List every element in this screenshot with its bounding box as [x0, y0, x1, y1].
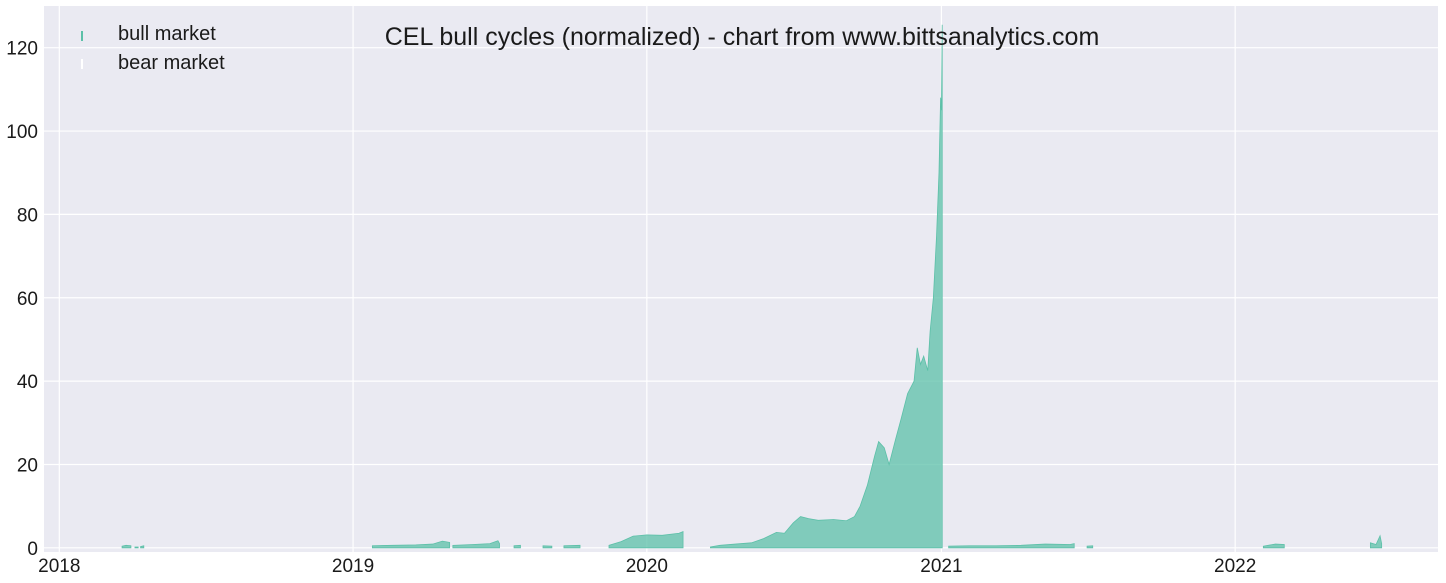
area-segment — [121, 544, 132, 549]
area-segment — [1086, 545, 1094, 549]
tick-labels: 0 20 40 60 80 100 120 2018 2019 2020 2021 2022 — [6, 39, 1256, 577]
y-tick-label: 20 — [17, 455, 38, 476]
area-segment — [710, 24, 943, 549]
y-tick-label: 120 — [6, 39, 38, 60]
x-tick-label: 2022 — [1214, 556, 1256, 577]
series-layer — [121, 24, 1383, 549]
area-segment — [542, 545, 553, 549]
area-segment — [563, 544, 581, 549]
area-segment — [608, 530, 684, 549]
y-tick-label: 40 — [17, 372, 38, 393]
y-tick-label: 80 — [17, 205, 38, 226]
area-segment — [134, 546, 139, 549]
area-segment — [371, 540, 451, 549]
x-tick-label: 2018 — [38, 556, 80, 577]
plot-area — [44, 6, 1438, 552]
area-segment — [948, 543, 1075, 549]
x-tick-label: 2021 — [920, 556, 962, 577]
y-tick-label: 0 — [27, 539, 38, 560]
area-segment — [513, 544, 521, 549]
area-segment — [1262, 543, 1285, 549]
y-tick-label: 100 — [6, 122, 38, 143]
chart-title: CEL bull cycles (normalized) - chart fro… — [385, 23, 1100, 51]
legend-label-bull: bull market — [118, 23, 216, 45]
area-segment — [140, 545, 145, 549]
y-tick-label: 60 — [17, 289, 38, 310]
legend: bull market bear market — [81, 23, 225, 74]
x-tick-label: 2019 — [332, 556, 374, 577]
x-tick-label: 2020 — [626, 556, 668, 577]
legend-label-bear: bear market — [118, 52, 225, 74]
area-segment — [1369, 534, 1383, 549]
area-segment — [452, 540, 500, 549]
